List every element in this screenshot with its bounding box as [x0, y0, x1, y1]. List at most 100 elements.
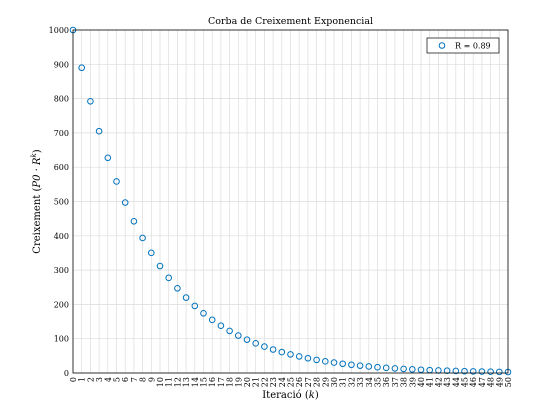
x-tick-label: 15 [200, 377, 209, 387]
x-tick-label: 48 [487, 377, 496, 387]
x-axis-label-text: Iteració [262, 390, 305, 401]
data-point [208, 316, 216, 324]
data-point [469, 368, 477, 375]
y-tick-label: 0 [64, 369, 69, 378]
data-point [461, 367, 468, 375]
x-tick-label: 18 [226, 377, 235, 387]
x-tick-label: 41 [426, 377, 435, 387]
data-point [87, 98, 94, 105]
x-tick-label: 30 [330, 377, 339, 387]
data-point [191, 302, 199, 310]
data-point [400, 365, 407, 373]
x-tick-label: 7 [130, 377, 139, 382]
x-axis-label-paren-open: ( [305, 390, 309, 401]
data-point [261, 343, 268, 350]
data-point [278, 348, 286, 356]
y-tick-label: 700 [54, 129, 69, 138]
x-tick-label: 16 [208, 377, 217, 387]
legend-label: R = 0.89 [455, 42, 491, 51]
data-point [243, 336, 251, 343]
data-point [95, 127, 103, 135]
x-tick-label: 36 [382, 377, 391, 387]
data-point [113, 178, 120, 185]
legend-marker [438, 42, 446, 49]
y-tick-label: 400 [54, 232, 69, 241]
axis-ticks: 0 1 2 3 4 5 6 7 8 9 10 11 12 13 14 15 16 17 18 19 20 21 22 23 24… [49, 26, 513, 387]
y-axis-label-text: Creixement [32, 192, 43, 254]
y-tick-label: 300 [54, 266, 69, 275]
data-point [322, 358, 329, 365]
x-tick-label: 11 [165, 377, 174, 387]
x-tick-label: 2 [86, 377, 95, 382]
x-tick-label: 22 [260, 377, 269, 387]
data-point [365, 363, 373, 370]
data-point [330, 359, 338, 366]
x-tick-label: 1 [78, 377, 87, 382]
y-axis-label-paren-close: ) [32, 149, 43, 153]
plot-frame [72, 29, 509, 374]
legend: R = 0.89 [426, 37, 500, 54]
data-point [182, 294, 190, 301]
data-point [478, 368, 486, 375]
x-tick-label: 13 [182, 377, 191, 387]
data-point [452, 367, 460, 375]
data-points [69, 26, 512, 376]
x-tick-label: 47 [478, 377, 487, 387]
x-tick-label: 9 [147, 377, 156, 382]
x-tick-label: 45 [461, 377, 470, 387]
data-point [174, 284, 181, 292]
data-point [487, 368, 494, 376]
data-point [148, 249, 155, 257]
x-axis-label: Iteració (k) [262, 390, 319, 401]
data-point [409, 366, 416, 373]
y-tick-label: 1000 [49, 26, 69, 35]
x-tick-label: 3 [95, 377, 104, 382]
data-point [374, 363, 381, 371]
x-tick-label: 34 [365, 377, 374, 387]
data-point [130, 217, 138, 225]
data-point [496, 368, 503, 376]
y-axis-label-paren-open: ( [32, 188, 43, 192]
grid-lines [73, 30, 508, 373]
x-axis-label-variable: k [309, 390, 315, 401]
data-point [252, 340, 259, 347]
x-tick-label: 0 [69, 377, 78, 382]
data-point [156, 262, 164, 270]
x-tick-label: 17 [217, 377, 226, 387]
x-tick-label: 35 [374, 377, 383, 387]
x-tick-label: 50 [504, 377, 513, 387]
x-tick-label: 14 [191, 377, 200, 387]
y-tick-label: 200 [54, 300, 69, 309]
data-point [78, 64, 85, 72]
x-tick-label: 43 [443, 377, 452, 387]
data-point [200, 309, 207, 317]
x-tick-label: 49 [495, 377, 504, 387]
x-tick-label: 29 [321, 377, 330, 387]
x-tick-label: 6 [121, 377, 130, 382]
x-tick-label: 46 [469, 377, 478, 387]
data-point [295, 353, 303, 360]
data-point [226, 327, 233, 335]
x-axis-label-paren-close: ) [315, 390, 319, 401]
x-tick-label: 39 [408, 377, 417, 387]
y-tick-label: 500 [54, 198, 69, 207]
x-tick-label: 21 [252, 377, 261, 387]
x-tick-label: 31 [339, 377, 348, 387]
data-point [391, 365, 399, 372]
x-tick-label: 33 [356, 377, 365, 387]
data-point [356, 362, 364, 369]
y-tick-label: 600 [54, 163, 69, 172]
y-tick-label: 100 [54, 335, 69, 344]
y-tick-label: 900 [54, 60, 69, 69]
x-tick-label: 24 [278, 377, 287, 387]
data-point [235, 332, 242, 339]
x-tick-label: 28 [313, 377, 322, 387]
data-point [339, 360, 347, 368]
x-tick-label: 38 [400, 377, 409, 387]
x-tick-label: 32 [347, 377, 356, 387]
x-tick-label: 44 [452, 377, 461, 387]
y-tick-label: 800 [54, 95, 69, 104]
y-axis-label: Creixement (P0 · Rk) [30, 149, 43, 253]
x-tick-label: 4 [104, 377, 113, 382]
